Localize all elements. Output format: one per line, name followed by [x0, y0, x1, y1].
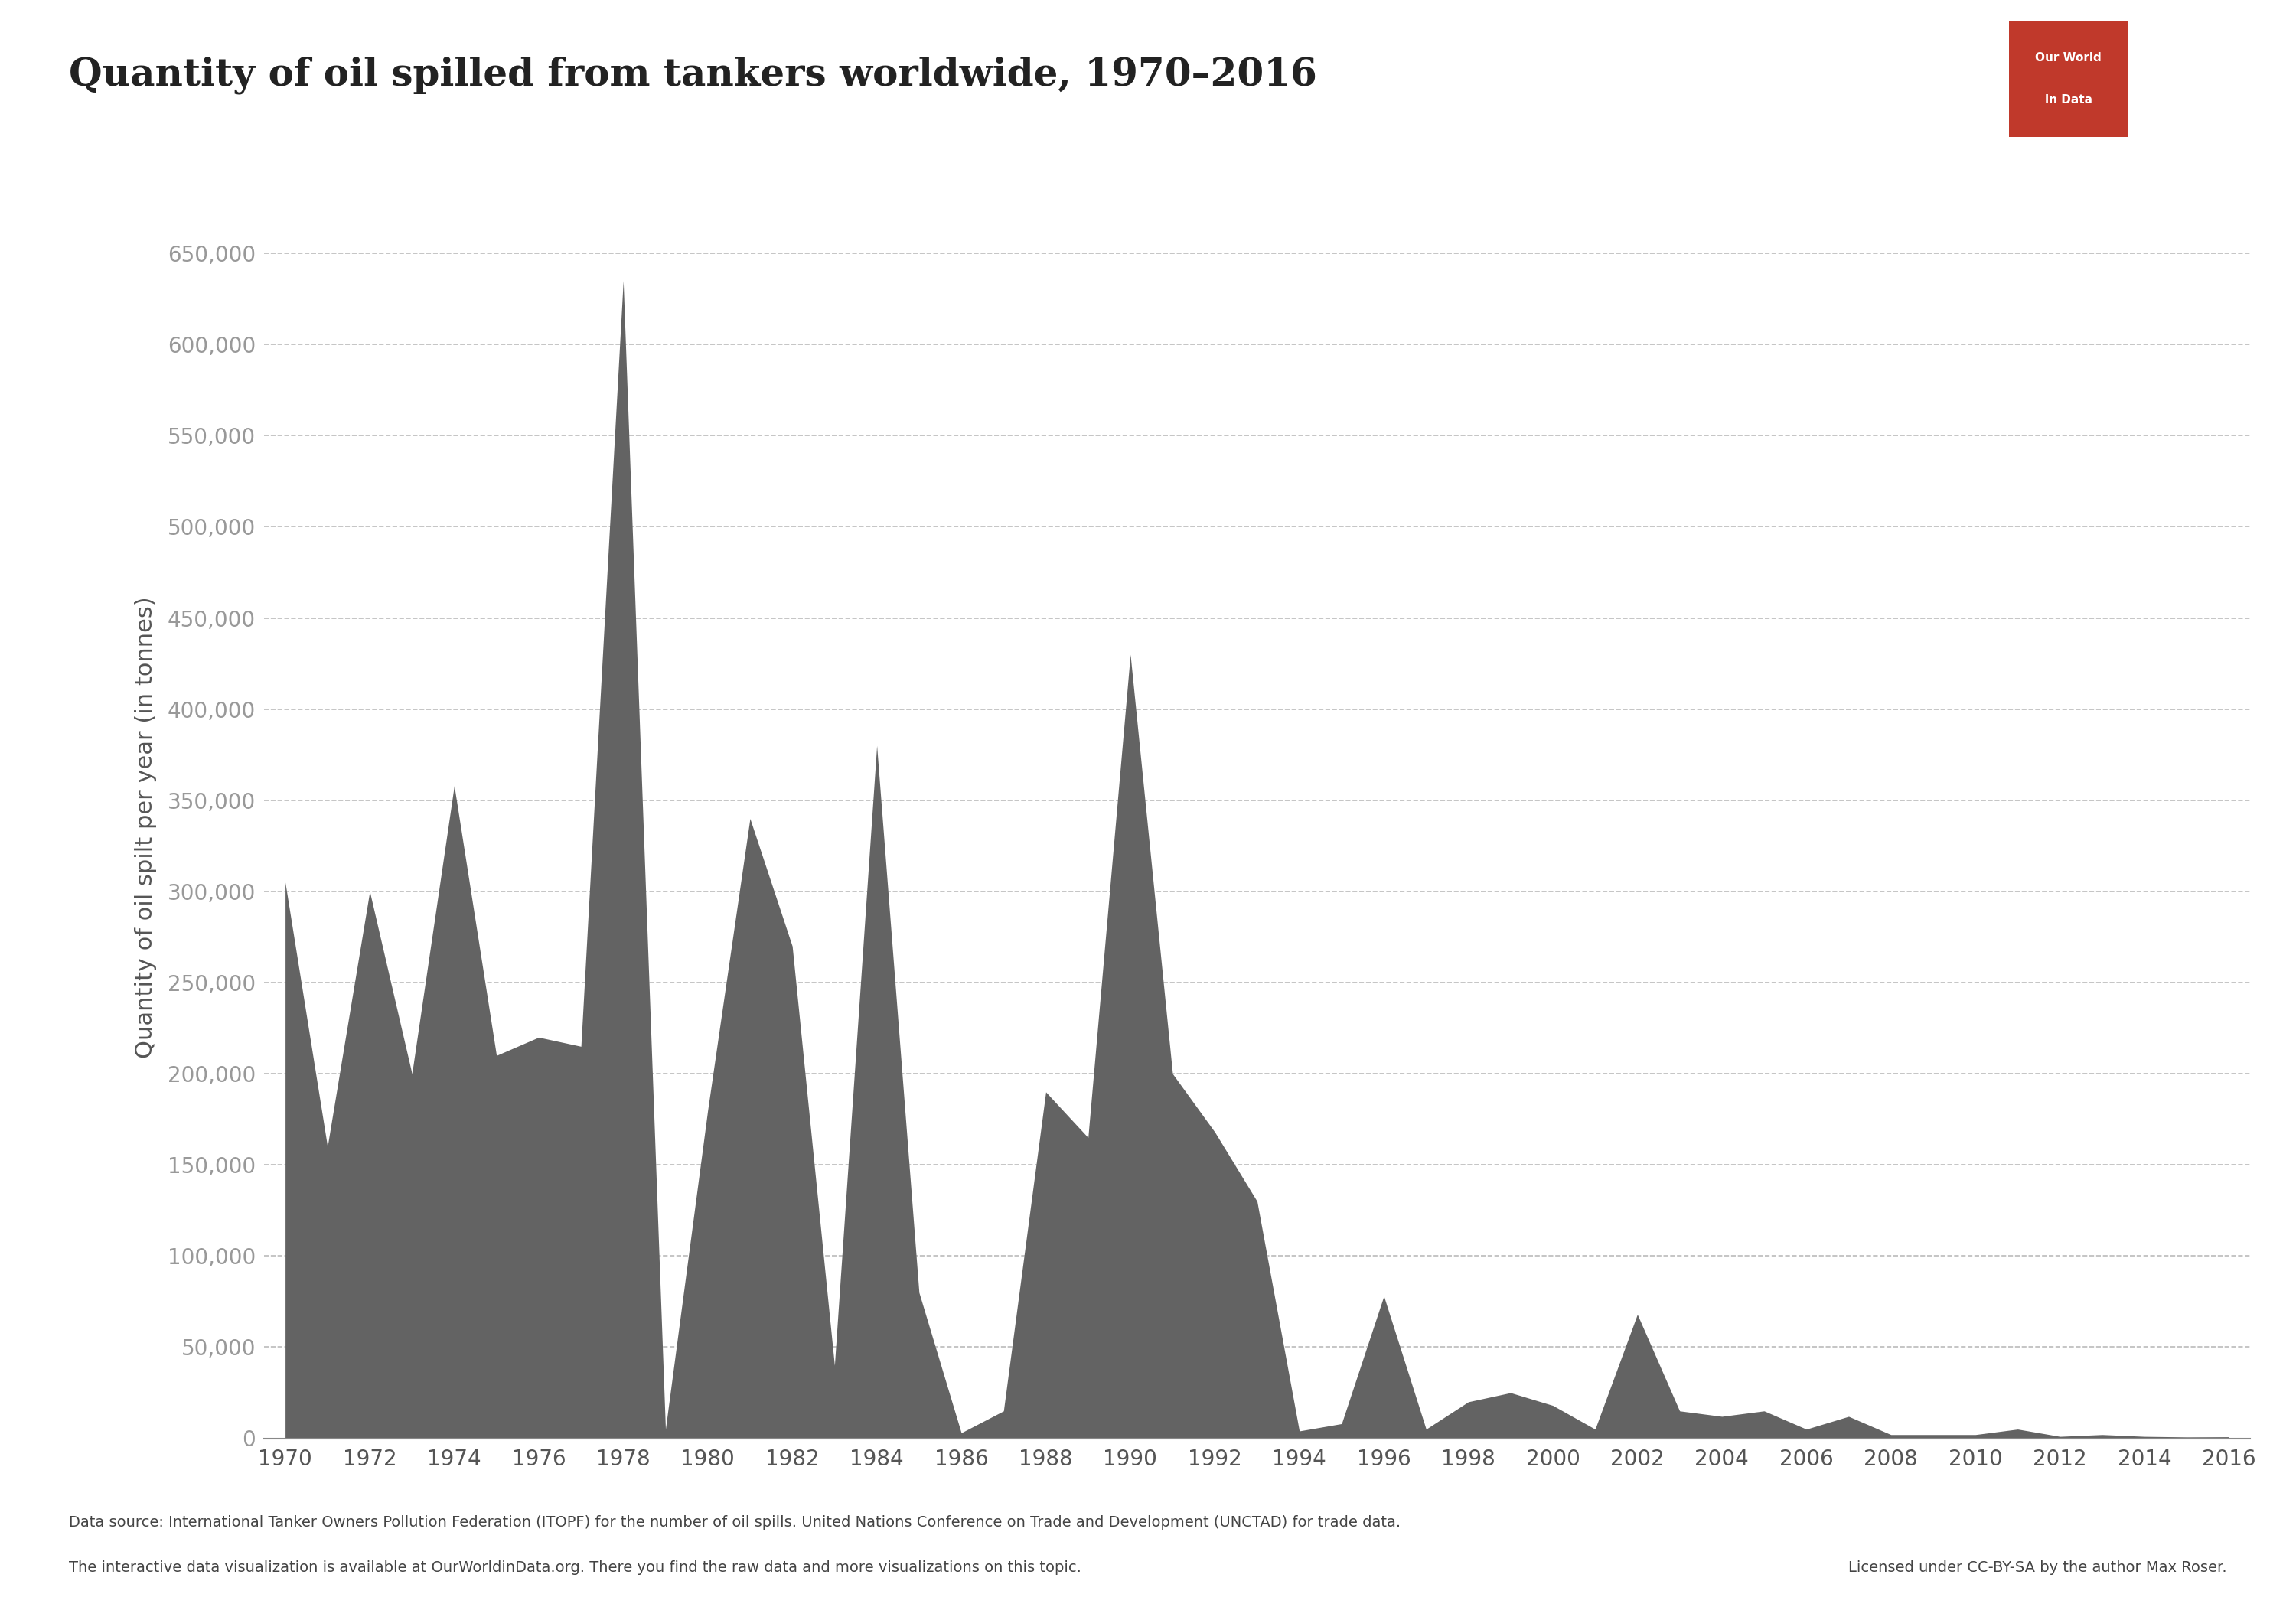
Text: Quantity of oil spilled from tankers worldwide, 1970–2016: Quantity of oil spilled from tankers wor…	[69, 56, 1318, 95]
Text: The interactive data visualization is available at OurWorldinData.org. There you: The interactive data visualization is av…	[69, 1560, 1081, 1575]
Bar	[2009, 21, 2128, 137]
Text: Licensed under CC-BY-SA by the author Max Roser.: Licensed under CC-BY-SA by the author Ma…	[1848, 1560, 2227, 1575]
Text: in Data: in Data	[2177, 72, 2225, 85]
Text: Data source: International Tanker Owners Pollution Federation (ITOPF) for the nu: Data source: International Tanker Owners…	[69, 1515, 1401, 1530]
Y-axis label: Quantity of oil spilt per year (in tonnes): Quantity of oil spilt per year (in tonne…	[135, 596, 156, 1059]
Text: in Data: in Data	[2046, 93, 2092, 106]
Text: Our World: Our World	[2034, 51, 2101, 64]
